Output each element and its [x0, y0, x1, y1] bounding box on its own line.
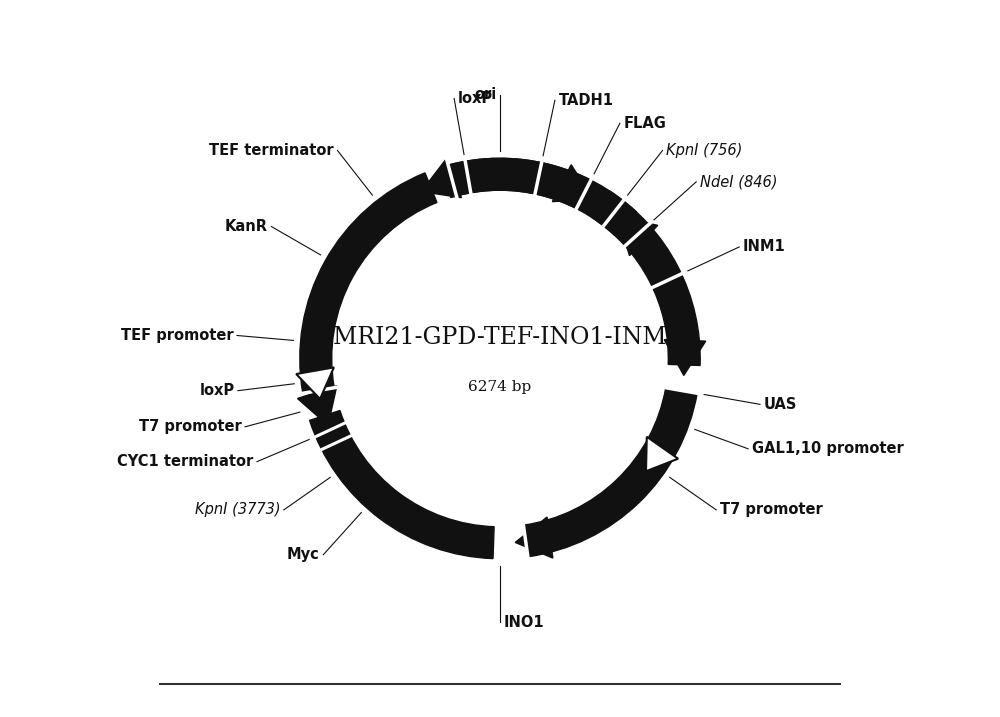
Wedge shape [441, 158, 591, 209]
Text: FLAG: FLAG [623, 115, 666, 130]
Text: TADH1: TADH1 [558, 92, 613, 108]
Polygon shape [421, 159, 462, 198]
Polygon shape [664, 340, 706, 376]
Text: T7 promoter: T7 promoter [720, 503, 823, 518]
Text: UAS: UAS [764, 397, 797, 412]
Text: INO1: INO1 [504, 615, 544, 630]
Text: NdeI (846): NdeI (846) [700, 174, 777, 189]
Text: T7 promoter: T7 promoter [139, 419, 241, 435]
Text: ori: ori [474, 87, 496, 102]
Polygon shape [646, 437, 678, 471]
Text: 6274 bp: 6274 bp [468, 380, 532, 394]
Polygon shape [618, 217, 658, 256]
Wedge shape [523, 388, 697, 556]
Text: loxP: loxP [199, 383, 234, 398]
Polygon shape [515, 517, 553, 558]
Text: Myc: Myc [287, 547, 320, 562]
Polygon shape [552, 165, 593, 201]
Text: pMRI21-GPD-TEF-INO1-INM1: pMRI21-GPD-TEF-INO1-INM1 [318, 326, 682, 348]
Text: CYC1 terminator: CYC1 terminator [117, 454, 253, 469]
Text: TEF terminator: TEF terminator [209, 143, 334, 158]
Wedge shape [310, 411, 494, 559]
Text: GAL1,10 promoter: GAL1,10 promoter [752, 441, 903, 456]
Wedge shape [592, 191, 700, 366]
Wedge shape [448, 158, 637, 235]
Text: KanR: KanR [225, 219, 268, 234]
Text: KpnI (3773): KpnI (3773) [195, 503, 280, 518]
Text: TEF promoter: TEF promoter [121, 328, 233, 343]
Polygon shape [297, 386, 337, 425]
Text: loxP: loxP [458, 91, 493, 106]
Text: KpnI (756): KpnI (756) [666, 143, 742, 158]
Wedge shape [300, 173, 437, 393]
Text: INM1: INM1 [743, 239, 786, 255]
Polygon shape [296, 367, 334, 399]
